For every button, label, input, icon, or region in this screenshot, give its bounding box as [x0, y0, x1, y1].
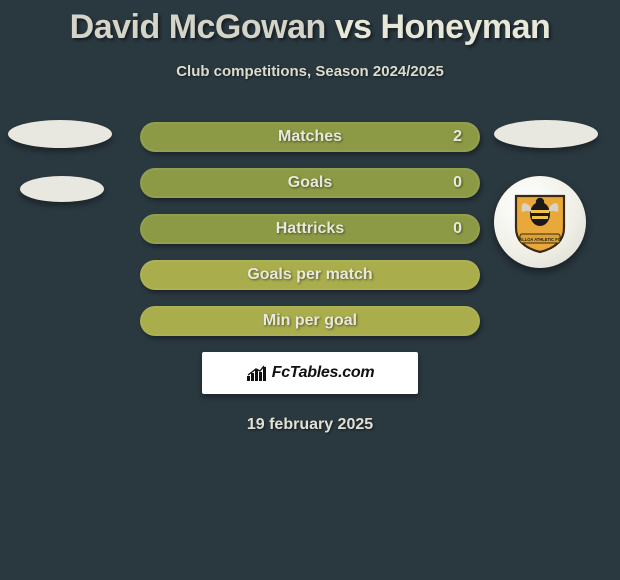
- left-badge-column: [8, 120, 112, 230]
- stat-bars: Matches2Goals0Hattricks0Goals per matchM…: [140, 122, 480, 336]
- page-title: David McGowan vs Honeyman: [0, 0, 620, 47]
- placeholder-oval: [494, 120, 598, 148]
- stat-bar: Goals0: [140, 168, 480, 198]
- bar-chart-icon: [246, 364, 268, 382]
- stat-label: Goals per match: [142, 266, 478, 284]
- club-crest: ALLOA ATHLETIC FC: [494, 176, 586, 268]
- source-logo-text: FcTables.com: [272, 364, 375, 382]
- stat-bar: Matches2: [140, 122, 480, 152]
- right-badge-column: ALLOA ATHLETIC FC: [494, 120, 598, 268]
- player1-name: David McGowan: [70, 8, 326, 46]
- stat-bar: Min per goal: [140, 306, 480, 336]
- stat-label: Hattricks: [142, 220, 478, 238]
- generated-date: 19 february 2025: [0, 416, 620, 434]
- stat-bar: Hattricks0: [140, 214, 480, 244]
- club-shield-icon: ALLOA ATHLETIC FC: [512, 190, 568, 254]
- stat-label: Matches: [142, 128, 478, 146]
- stat-value: 0: [453, 220, 462, 238]
- stat-bar: Goals per match: [140, 260, 480, 290]
- vs-word: vs: [335, 8, 372, 46]
- stat-value: 2: [453, 128, 462, 146]
- subtitle: Club competitions, Season 2024/2025: [0, 63, 620, 80]
- player2-name: Honeyman: [381, 8, 551, 46]
- placeholder-oval: [20, 176, 104, 202]
- stat-label: Goals: [142, 174, 478, 192]
- stat-value: 0: [453, 174, 462, 192]
- stat-label: Min per goal: [142, 312, 478, 330]
- placeholder-oval: [8, 120, 112, 148]
- source-logo: FcTables.com: [202, 352, 418, 394]
- crest-banner-text: ALLOA ATHLETIC FC: [519, 237, 561, 242]
- comparison-content: ALLOA ATHLETIC FC Matches2Goals0Hattrick…: [0, 122, 620, 336]
